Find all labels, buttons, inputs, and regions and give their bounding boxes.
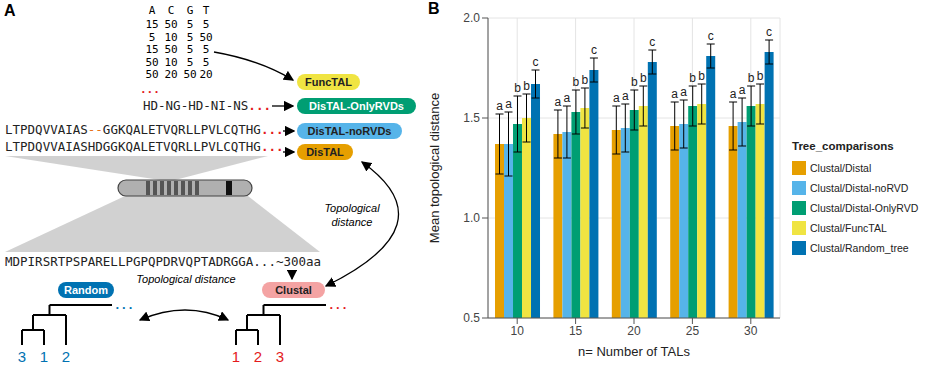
- svg-text:5: 5: [187, 43, 194, 56]
- svg-text:c: c: [533, 55, 539, 69]
- svg-text:c: c: [766, 25, 772, 39]
- svg-text:c: c: [649, 35, 655, 49]
- svg-text:5: 5: [203, 43, 210, 56]
- svg-text:0.5: 0.5: [463, 311, 480, 325]
- html-text:Clustal/Distal-noRVD: Clustal/Distal-noRVD: [810, 182, 909, 194]
- svg-text:b: b: [757, 69, 764, 83]
- svg-text:50: 50: [145, 68, 158, 81]
- svg-text:A: A: [4, 2, 16, 19]
- svg-text:Mean topological distance: Mean topological distance: [427, 93, 442, 243]
- svg-text:a: a: [730, 87, 737, 101]
- svg-text:50: 50: [164, 43, 177, 56]
- svg-text:2: 2: [62, 348, 70, 365]
- svg-text:15: 15: [569, 324, 583, 338]
- svg-text:b: b: [523, 79, 530, 93]
- svg-text:5: 5: [187, 56, 194, 69]
- svg-text:10: 10: [164, 56, 177, 69]
- svg-text:MDPIRSRTPSPARELLPGPQPDRVQPTADR: MDPIRSRTPSPARELLPGPQPDRVQPTADRGGA...~300…: [5, 254, 321, 269]
- svg-text:b: b: [631, 75, 638, 89]
- svg-text:G: G: [187, 4, 194, 17]
- svg-text:Topologicaldistance: Topologicaldistance: [324, 202, 380, 228]
- svg-text:10: 10: [511, 324, 525, 338]
- svg-text:DisTAL: DisTAL: [306, 146, 344, 158]
- html-text:Tree_comparisons: Tree_comparisons: [792, 140, 894, 152]
- svg-text:b: b: [640, 71, 647, 85]
- svg-text:Random: Random: [64, 284, 108, 296]
- svg-text:25: 25: [686, 324, 700, 338]
- svg-text:50: 50: [183, 68, 196, 81]
- html-text:B: B: [428, 0, 440, 17]
- svg-text:a: a: [505, 97, 512, 111]
- svg-text:1.0: 1.0: [463, 211, 480, 225]
- svg-text:a: a: [622, 89, 629, 103]
- svg-text:a: a: [496, 99, 503, 113]
- html-text:Clustal/FuncTAL: Clustal/FuncTAL: [810, 222, 887, 234]
- svg-text:50: 50: [145, 56, 158, 69]
- html-text:Clustal/Random_tree: Clustal/Random_tree: [810, 242, 909, 254]
- svg-text:20: 20: [199, 68, 212, 81]
- svg-text:10: 10: [164, 31, 177, 44]
- svg-text:20: 20: [627, 324, 641, 338]
- svg-text:LTPDQVVAIAS--GGKQALETVQRLLPVLC: LTPDQVVAIAS--GGKQALETVQRLLPVLCQTHG...: [5, 122, 283, 137]
- svg-text:FuncTAL: FuncTAL: [305, 76, 352, 88]
- svg-text:a: a: [671, 87, 678, 101]
- svg-text:b: b: [582, 73, 589, 87]
- svg-text:3: 3: [18, 348, 26, 365]
- svg-text:5: 5: [149, 31, 156, 44]
- svg-text:T: T: [203, 4, 210, 17]
- svg-text:b: b: [748, 71, 755, 85]
- svg-text:b: b: [514, 81, 521, 95]
- svg-text:...: ...: [114, 299, 134, 312]
- svg-text:c: c: [591, 43, 597, 57]
- svg-text:3: 3: [276, 348, 284, 365]
- html-text:Clustal/Distal: Clustal/Distal: [810, 162, 872, 174]
- svg-text:50: 50: [199, 31, 212, 44]
- svg-text:2: 2: [254, 348, 262, 365]
- svg-text:1: 1: [40, 348, 48, 365]
- svg-text:c: c: [708, 29, 714, 43]
- svg-text:15: 15: [145, 43, 158, 56]
- svg-text:...: ...: [328, 299, 348, 312]
- svg-text:Topological distance: Topological distance: [136, 273, 235, 285]
- svg-text:b: b: [689, 71, 696, 85]
- svg-text:5: 5: [187, 18, 194, 31]
- svg-text:5: 5: [203, 18, 210, 31]
- svg-text:b: b: [698, 69, 705, 83]
- svg-text:Clustal: Clustal: [275, 284, 312, 296]
- svg-text:DisTAL-OnlyRVDs: DisTAL-OnlyRVDs: [309, 100, 404, 112]
- svg-text:n= Number of TALs: n= Number of TALs: [578, 344, 690, 359]
- svg-text:LTPDQVVAIASHDGGKQALETVQRLLPVLC: LTPDQVVAIASHDGGKQALETVQRLLPVLCQTHG...: [5, 139, 283, 154]
- svg-text:1.5: 1.5: [463, 111, 480, 125]
- svg-text:15: 15: [145, 18, 158, 31]
- svg-text:a: a: [680, 85, 687, 99]
- svg-text:a: a: [555, 95, 562, 109]
- svg-text:a: a: [564, 91, 571, 105]
- svg-text:20: 20: [164, 68, 177, 81]
- svg-text:C: C: [168, 4, 175, 17]
- html-text:Clustal/Distal-OnlyRVD: Clustal/Distal-OnlyRVD: [810, 202, 919, 214]
- svg-text:HD-NG-HD-NI-NS...: HD-NG-HD-NI-NS...: [143, 98, 271, 113]
- svg-text:a: a: [739, 83, 746, 97]
- svg-text:2.0: 2.0: [463, 11, 480, 25]
- svg-text:A: A: [149, 4, 156, 17]
- svg-text:30: 30: [744, 324, 758, 338]
- svg-text:a: a: [613, 91, 620, 105]
- svg-text:...: ...: [140, 83, 160, 96]
- svg-text:50: 50: [164, 18, 177, 31]
- svg-text:5: 5: [203, 56, 210, 69]
- svg-text:1: 1: [232, 348, 240, 365]
- svg-text:b: b: [573, 75, 580, 89]
- svg-text:DisTAL-noRVDs: DisTAL-noRVDs: [308, 125, 392, 137]
- svg-text:5: 5: [187, 31, 194, 44]
